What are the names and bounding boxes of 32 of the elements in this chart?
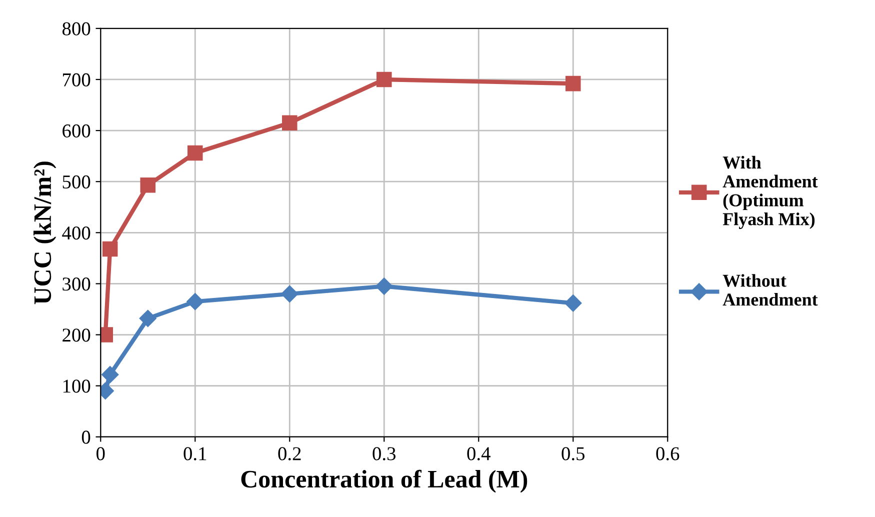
x-axis-title: Concentration of Lead (M) bbox=[241, 470, 528, 493]
point bbox=[187, 145, 203, 161]
point bbox=[281, 285, 298, 302]
y-tick-label: 500 bbox=[62, 175, 90, 189]
x-tick-label: 0.1 bbox=[184, 447, 206, 460]
y-axis-title: UCC (kN/m²) bbox=[34, 162, 56, 304]
legend-label: With Amendment (Optimum Flyash Mix) bbox=[722, 156, 818, 229]
x-tick-label: 0.5 bbox=[562, 447, 585, 460]
y-tick-label: 400 bbox=[62, 226, 90, 240]
x-tick-label: 0.6 bbox=[656, 447, 680, 460]
point bbox=[282, 115, 298, 131]
y-tick-label: 600 bbox=[62, 124, 90, 138]
point bbox=[139, 310, 156, 327]
point bbox=[102, 366, 119, 384]
y-tick-label: 300 bbox=[62, 278, 90, 291]
point bbox=[565, 76, 581, 92]
y-tick-label: 700 bbox=[63, 73, 90, 86]
point bbox=[186, 293, 204, 310]
legend-label: Without Amendment bbox=[722, 274, 818, 306]
y-tick-label: 800 bbox=[62, 22, 90, 36]
point bbox=[376, 72, 392, 88]
y-tick-label: 100 bbox=[63, 380, 90, 393]
point bbox=[140, 178, 156, 193]
y-tick-label: 0 bbox=[82, 430, 90, 444]
point bbox=[376, 278, 393, 295]
x-tick-label: 0.3 bbox=[372, 447, 396, 460]
x-tick-label: 0 bbox=[96, 447, 105, 460]
point bbox=[102, 241, 118, 257]
y-tick-label: 200 bbox=[62, 328, 90, 342]
point bbox=[564, 294, 582, 312]
x-tick-label: 0.4 bbox=[467, 447, 490, 460]
x-tick-label: 0.2 bbox=[278, 447, 301, 460]
